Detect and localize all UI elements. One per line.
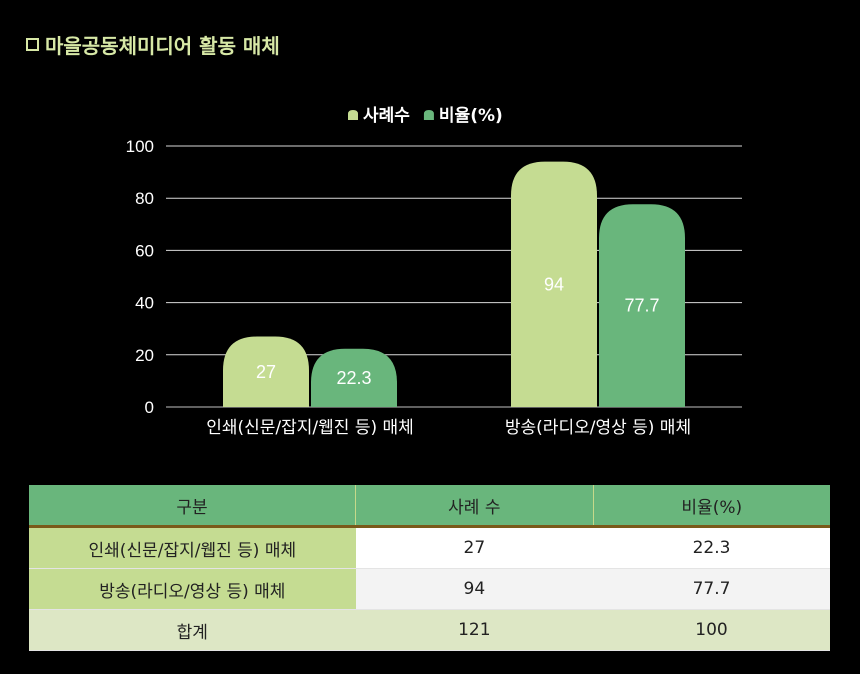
- bar-chart: 0 20 40 60 80 100 27 22.3 인쇄(신문/잡지/웹진 등) 매체 94 77.…: [126, 106, 742, 438]
- bar: [511, 161, 597, 407]
- data-label: 22.3: [336, 368, 371, 388]
- y-tick-label: 100: [126, 137, 154, 156]
- row-ratio: 22.3: [593, 526, 830, 569]
- y-tick-label: 40: [135, 294, 154, 313]
- table-total-row: 합계 121 100: [29, 609, 830, 651]
- checkbox-square-icon: [26, 38, 39, 51]
- bar: [599, 204, 685, 407]
- table-header-row: 구분 사례 수 비율(%): [29, 485, 830, 528]
- data-label: 94: [544, 274, 564, 294]
- total-label: 합계: [29, 609, 356, 651]
- legend-marker: [423, 110, 434, 120]
- y-tick-label: 20: [135, 346, 154, 365]
- y-tick-label: 0: [145, 398, 154, 417]
- data-label: 27: [256, 362, 276, 382]
- page-title: 마을공동체미디어 활동 매체: [26, 30, 280, 59]
- legend-marker: [348, 110, 358, 120]
- bar: [223, 336, 309, 407]
- row-count: 94: [355, 568, 594, 610]
- total-count: 121: [355, 609, 594, 651]
- header-ratio: 비율(%): [593, 485, 830, 528]
- legend-label: 사례수: [363, 106, 410, 126]
- table-row: 방송(라디오/영상 등) 매체 94 77.7: [29, 568, 830, 610]
- y-tick-label: 80: [135, 189, 154, 208]
- header-count: 사례 수: [355, 485, 594, 528]
- row-label: 인쇄(신문/잡지/웹진 등) 매체: [29, 526, 356, 569]
- data-table: 구분 사례 수 비율(%) 인쇄(신문/잡지/웹진 등) 매체 27 22.3 …: [29, 485, 830, 651]
- table-row: 인쇄(신문/잡지/웹진 등) 매체 27 22.3: [29, 526, 830, 569]
- header-category: 구분: [29, 485, 357, 528]
- row-ratio: 77.7: [593, 568, 830, 610]
- bar: [311, 348, 397, 407]
- row-label: 방송(라디오/영상 등) 매체: [29, 568, 356, 610]
- y-tick-label: 60: [135, 241, 154, 260]
- x-tick-label: 방송(라디오/영상 등) 매체: [505, 418, 691, 438]
- legend-label: 비율(%): [439, 106, 503, 126]
- title-text: 마을공동체미디어 활동 매체: [45, 34, 280, 58]
- row-count: 27: [355, 526, 594, 569]
- total-ratio: 100: [593, 609, 830, 651]
- data-label: 77.7: [624, 296, 659, 316]
- x-tick-label: 인쇄(신문/잡지/웹진 등) 매체: [206, 418, 414, 438]
